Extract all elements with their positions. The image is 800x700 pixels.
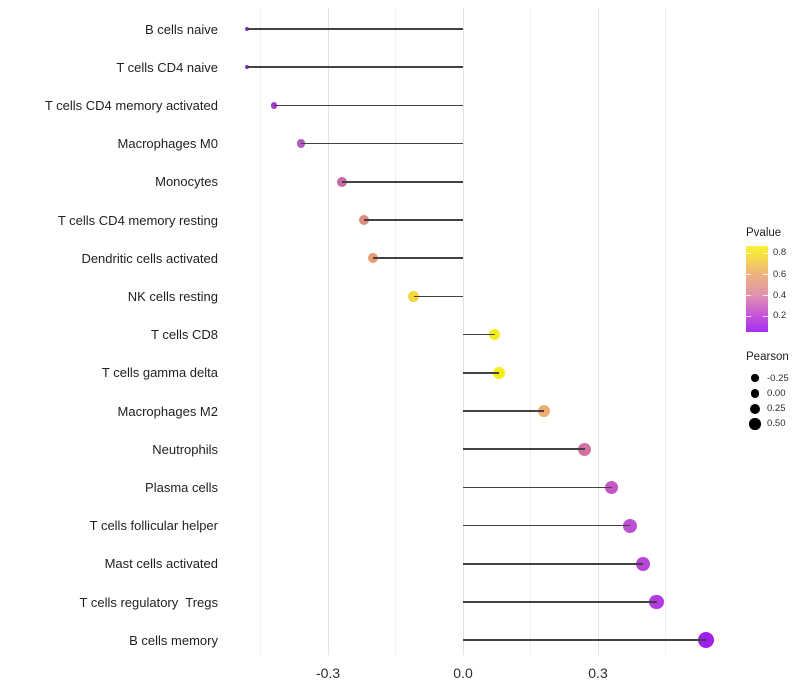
pearson-legend-label: -0.25: [767, 372, 789, 384]
colorbar-tick: [763, 315, 768, 317]
pearson-legend-dot: [749, 418, 761, 430]
colorbar-tick-label: 0.6: [773, 268, 787, 280]
gridline-minor: [395, 8, 396, 655]
y-axis-label: Monocytes: [155, 174, 218, 190]
gridline-major: [327, 8, 329, 655]
colorbar-tick-label: 0.8: [773, 247, 787, 259]
y-axis-label: T cells regulatory Tregs: [79, 594, 218, 610]
y-axis-label: Dendritic cells activated: [81, 250, 218, 266]
pearson-legend-dot: [751, 374, 759, 382]
data-point-dot: [367, 253, 379, 264]
pearson-legend-dot: [750, 389, 760, 398]
gridline-minor: [530, 8, 531, 655]
lollipop-stem: [301, 142, 463, 145]
colorbar-tick: [746, 295, 751, 297]
data-point-dot: [296, 139, 306, 148]
y-axis-label: Macrophages M2: [117, 403, 218, 419]
pearson-legend-label: 0.00: [767, 387, 786, 399]
lollipop-stem: [463, 333, 495, 336]
gridline-minor: [260, 8, 261, 655]
lollipop-stem: [341, 181, 463, 183]
pvalue-colorbar: [746, 246, 768, 332]
lollipop-stem: [463, 448, 585, 450]
pvalue-legend-title: Pvalue: [746, 227, 782, 239]
lollipop-stem: [463, 486, 612, 489]
colorbar-tick: [746, 252, 751, 254]
y-axis-label: T cells CD4 memory activated: [44, 97, 218, 113]
data-point-dot: [244, 65, 250, 70]
y-axis-label: T cells gamma delta: [101, 365, 218, 381]
lollipop-stem: [463, 601, 657, 603]
y-axis-label: T cells CD8: [151, 327, 218, 343]
y-axis-label: B cells memory: [129, 632, 218, 648]
y-axis-label: Macrophages M0: [117, 136, 218, 152]
colorbar-tick: [763, 295, 768, 297]
y-axis-label: Neutrophils: [152, 441, 218, 457]
lollipop-stem: [364, 219, 463, 221]
gridline-minor: [665, 8, 666, 655]
y-axis-label: Mast cells activated: [104, 556, 218, 572]
colorbar-tick-label: 0.4: [773, 289, 787, 301]
lollipop-stem: [247, 66, 463, 68]
gridline-major: [597, 8, 599, 655]
y-axis-label: T cells follicular helper: [89, 518, 218, 534]
pearson-legend-label: 0.50: [767, 418, 786, 430]
pearson-legend-dot: [750, 403, 760, 414]
data-point-dot: [270, 102, 278, 109]
colorbar-tick: [746, 274, 751, 276]
y-axis-label: Plasma cells: [145, 479, 218, 495]
x-axis-tick-label: 0.3: [588, 665, 608, 681]
colorbar-tick: [746, 315, 751, 317]
lollipop-stem: [373, 257, 463, 259]
y-axis-label: B cells naive: [145, 21, 218, 37]
data-point-dot: [622, 518, 637, 533]
data-point-dot: [698, 632, 714, 649]
x-axis-tick-label: 0.0: [453, 665, 473, 681]
data-point-dot: [358, 214, 370, 226]
y-axis-label: T cells CD4 memory resting: [57, 212, 218, 228]
data-point-dot: [408, 291, 419, 302]
pearson-legend-label: 0.25: [767, 403, 786, 415]
lollipop-stem: [247, 28, 463, 30]
lollipop-stem: [463, 563, 643, 565]
lollipop-stem: [463, 410, 544, 412]
lollipop-stem: [413, 295, 463, 298]
lollipop-stem: [463, 372, 499, 374]
lollipop-stem: [463, 639, 706, 641]
y-axis-label: T cells CD4 naive: [116, 59, 218, 75]
colorbar-tick-label: 0.2: [773, 310, 787, 322]
lollipop-stem: [463, 524, 630, 527]
gridline-major: [462, 8, 464, 655]
data-point-dot: [578, 442, 591, 456]
colorbar-tick: [763, 252, 768, 254]
x-axis-tick-label: -0.3: [315, 665, 341, 681]
pearson-legend-title: Pearson: [746, 351, 789, 363]
colorbar-tick: [763, 274, 768, 276]
y-axis-label: NK cells resting: [127, 288, 218, 304]
lollipop-stem: [274, 104, 463, 107]
